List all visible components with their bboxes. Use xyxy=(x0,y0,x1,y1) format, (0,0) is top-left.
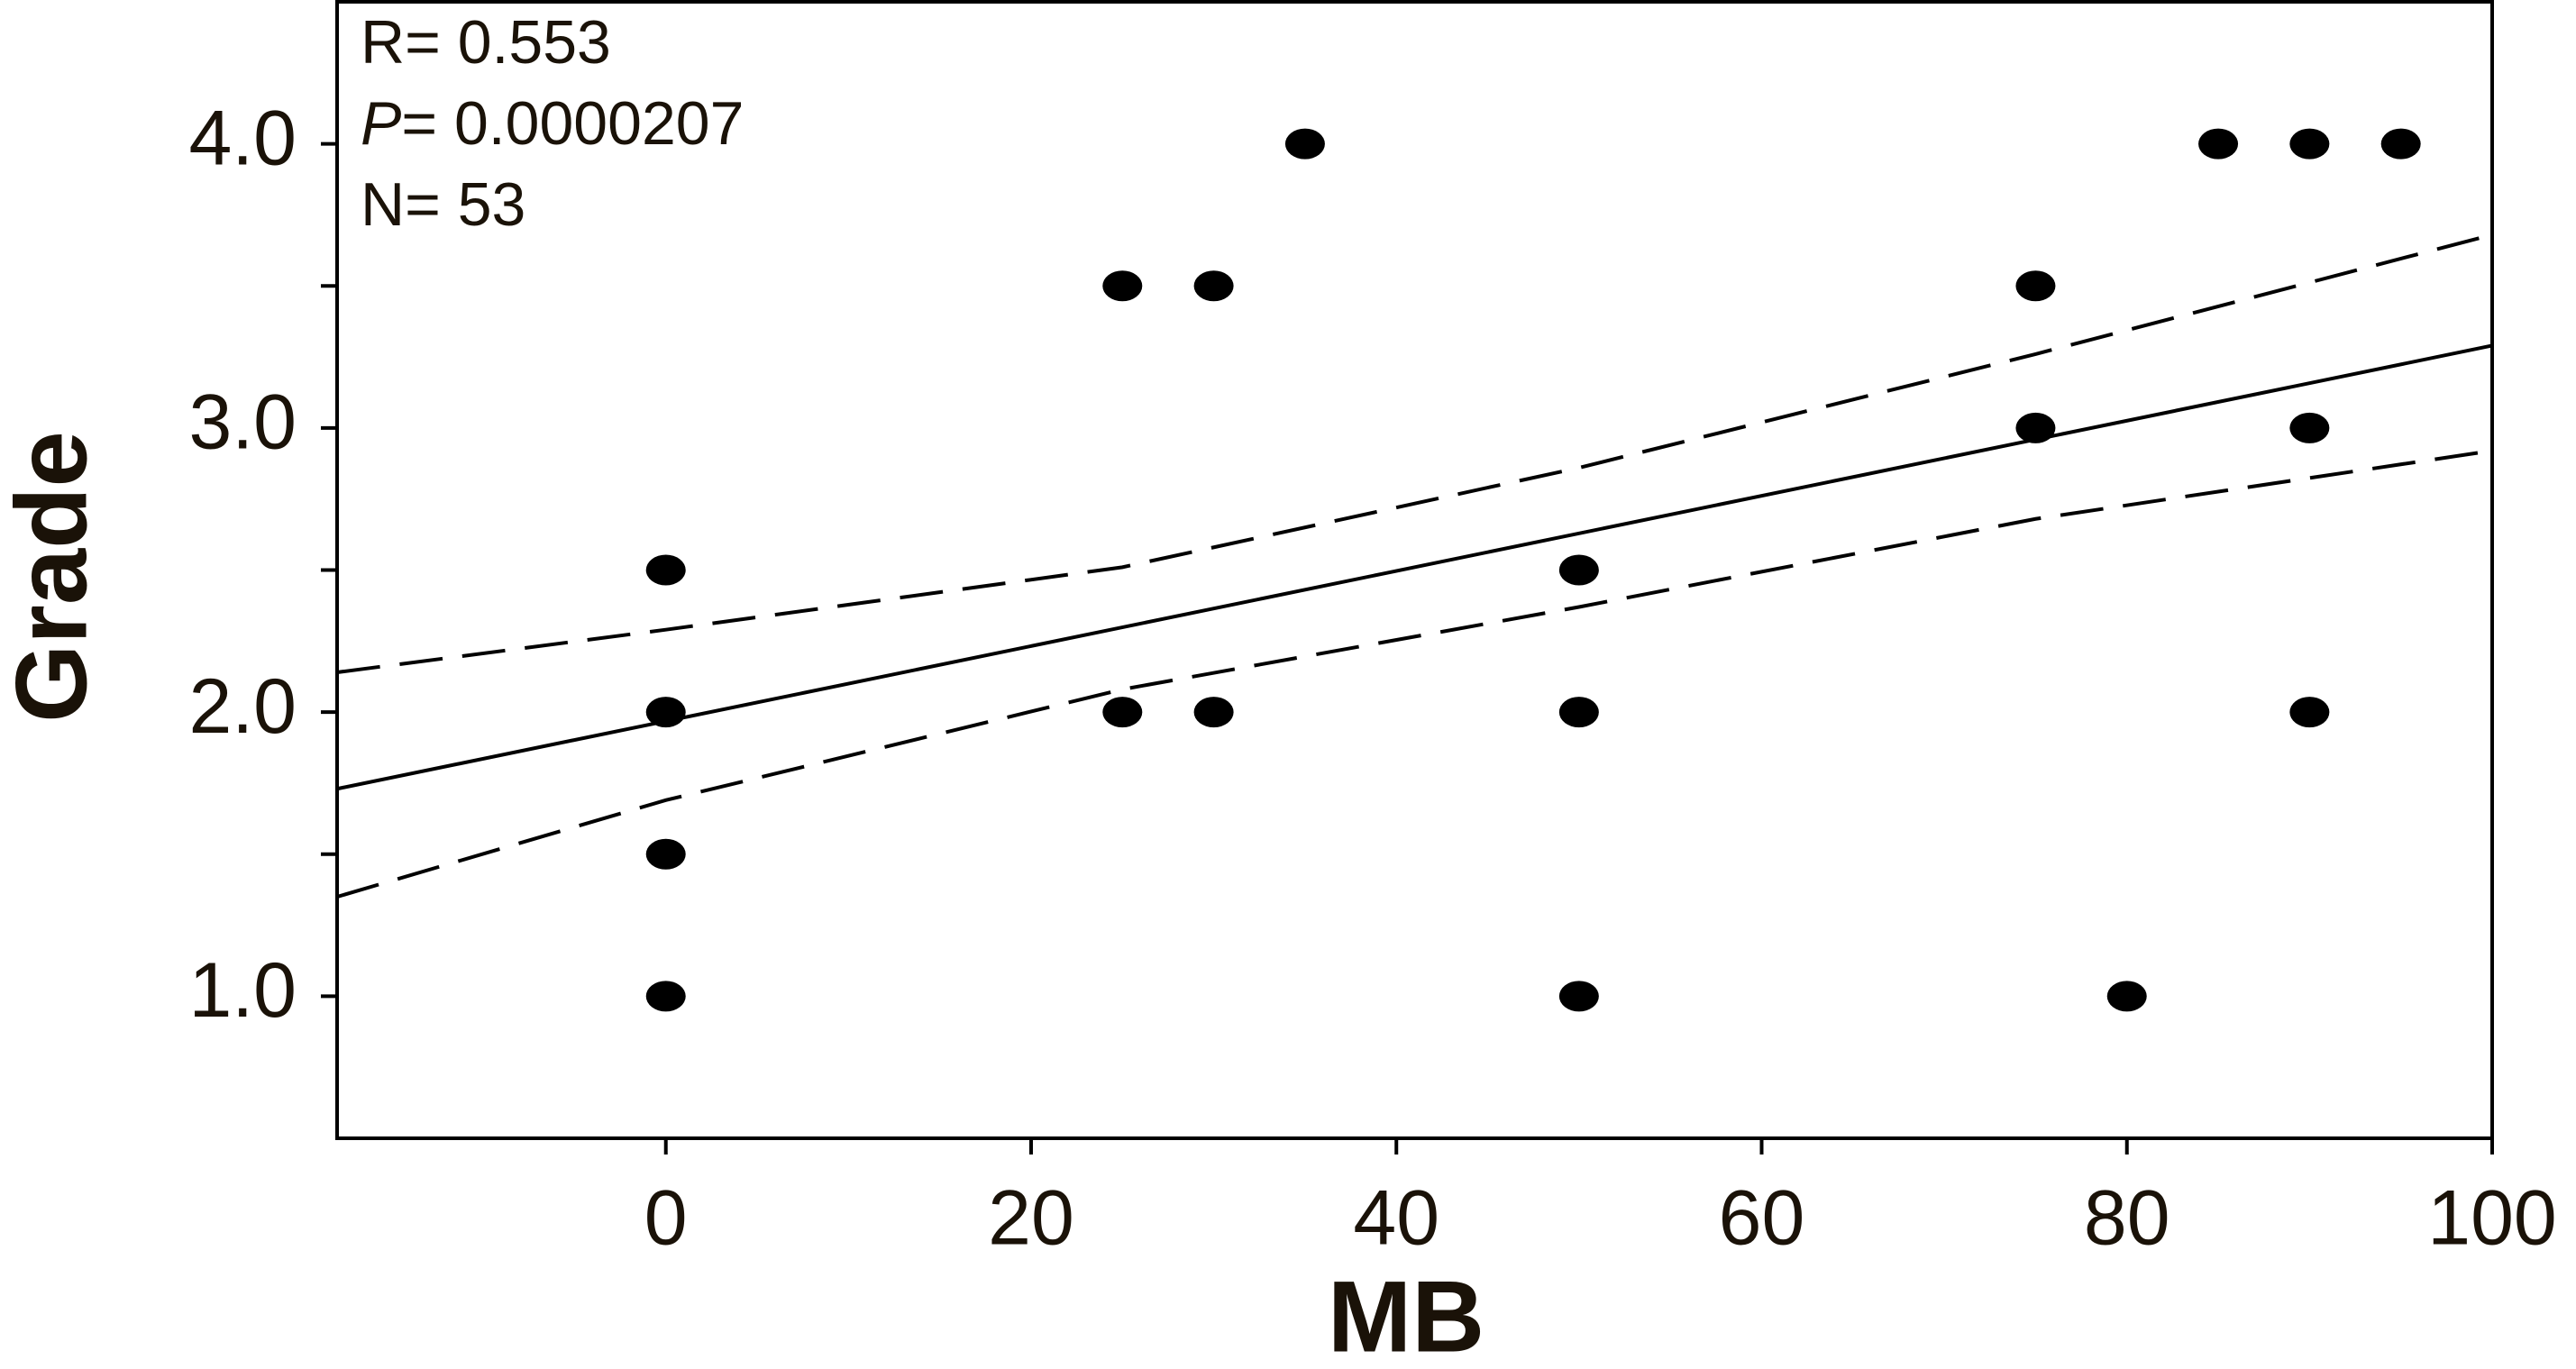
x-tick-label: 80 xyxy=(2084,1175,2170,1262)
point xyxy=(2380,128,2421,160)
annotation: P= 0.0000207 xyxy=(361,89,744,158)
x-tick-label: 60 xyxy=(1719,1175,1805,1262)
point xyxy=(1558,981,1599,1012)
fit-line xyxy=(336,343,2493,791)
x-tick-label: 100 xyxy=(2427,1175,2557,1262)
annotation: R= 0.553 xyxy=(361,8,611,77)
fit-line xyxy=(336,449,2493,899)
point xyxy=(2015,270,2056,302)
point xyxy=(2015,412,2056,443)
point xyxy=(645,838,686,870)
y-axis-title: Grade xyxy=(0,431,108,723)
point xyxy=(645,554,686,586)
point xyxy=(1193,270,1234,302)
point xyxy=(645,981,686,1012)
y-tick-label: 3.0 xyxy=(188,379,297,466)
point xyxy=(1102,270,1143,302)
annotation-symbol: P xyxy=(361,89,401,158)
point xyxy=(1284,128,1325,160)
annotation: N= 53 xyxy=(361,170,525,239)
point xyxy=(2106,981,2147,1012)
x-tick-label: 0 xyxy=(644,1175,688,1262)
point xyxy=(1193,697,1234,728)
x-tick-label: 20 xyxy=(988,1175,1074,1262)
y-tick-label: 1.0 xyxy=(188,947,297,1034)
y-tick-label: 4.0 xyxy=(188,95,297,181)
point xyxy=(1558,554,1599,586)
point xyxy=(1558,697,1599,728)
point xyxy=(1102,697,1143,728)
fit-line xyxy=(336,233,2493,674)
point xyxy=(2289,412,2330,443)
point xyxy=(645,697,686,728)
y-tick-label: 2.0 xyxy=(188,663,297,750)
point xyxy=(2289,697,2330,728)
point xyxy=(2289,128,2330,160)
x-axis-title: MB xyxy=(1328,1261,1484,1369)
x-tick-label: 40 xyxy=(1353,1175,1439,1262)
annotation: = 0.0000207 xyxy=(401,89,744,158)
point xyxy=(2198,128,2239,160)
